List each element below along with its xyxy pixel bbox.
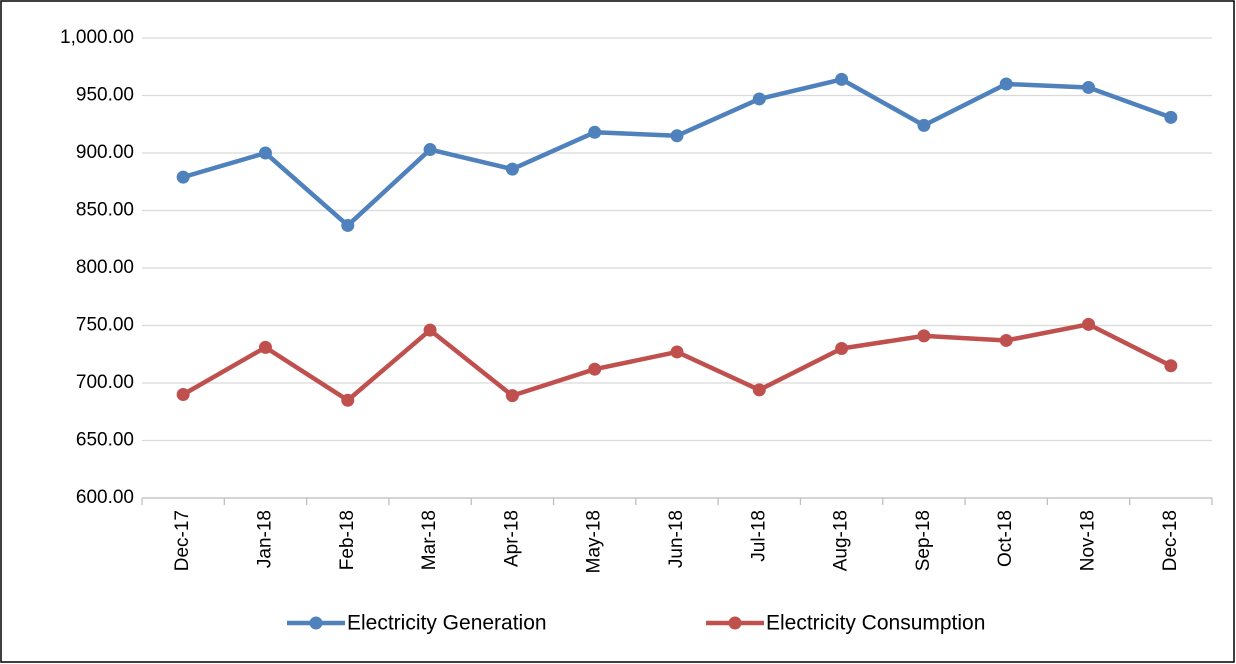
point <box>1164 110 1178 124</box>
legend-label: Electricity Consumption <box>766 612 985 635</box>
legend-marker <box>309 616 323 630</box>
y-tick-label: 950.00 <box>76 85 134 106</box>
point <box>176 388 190 401</box>
legend-label: Electricity Generation <box>347 612 547 635</box>
x-tick-label: Dec-17 <box>172 510 193 571</box>
point <box>1082 317 1096 331</box>
y-tick-label: 800.00 <box>76 257 134 278</box>
y-tick-label: 650.00 <box>76 430 134 451</box>
point <box>835 342 849 355</box>
x-tick-label: Dec-18 <box>1160 510 1181 571</box>
x-tick-label: Oct-18 <box>995 510 1016 567</box>
point <box>588 362 602 376</box>
y-tick-label: 1,000.00 <box>60 27 134 48</box>
point <box>752 383 766 397</box>
x-tick-label: Mar-18 <box>419 510 440 570</box>
point <box>423 323 437 337</box>
point <box>258 340 272 354</box>
point <box>1164 359 1178 373</box>
point <box>752 92 766 106</box>
legend-marker <box>728 616 742 630</box>
x-tick-label: Aug-18 <box>831 510 852 571</box>
x-tick-label: Sep-18 <box>913 510 934 571</box>
x-tick-label: Nov-18 <box>1078 510 1099 571</box>
point <box>835 72 849 86</box>
x-tick-label: Feb-18 <box>337 510 358 570</box>
point <box>917 118 931 132</box>
y-tick-label: 600.00 <box>76 487 134 508</box>
x-tick-label: Jun-18 <box>666 510 687 568</box>
point <box>258 146 272 160</box>
y-tick-label: 850.00 <box>76 200 134 221</box>
point <box>999 333 1013 347</box>
point <box>1082 80 1096 94</box>
x-tick-label: Apr-18 <box>501 510 522 567</box>
point <box>176 170 190 184</box>
x-tick-label: Jul-18 <box>748 510 769 562</box>
point <box>423 143 437 157</box>
point <box>505 389 519 403</box>
point <box>917 329 931 343</box>
point <box>505 162 519 176</box>
y-tick-label: 750.00 <box>76 315 134 336</box>
point <box>588 125 602 139</box>
x-tick-label: May-18 <box>584 510 605 573</box>
point <box>670 129 684 143</box>
y-tick-label: 700.00 <box>76 372 134 393</box>
point <box>670 345 684 359</box>
point <box>341 393 355 407</box>
y-tick-label: 900.00 <box>76 142 134 163</box>
point <box>999 77 1013 91</box>
x-tick-label: Jan-18 <box>254 510 275 568</box>
point <box>341 218 355 232</box>
